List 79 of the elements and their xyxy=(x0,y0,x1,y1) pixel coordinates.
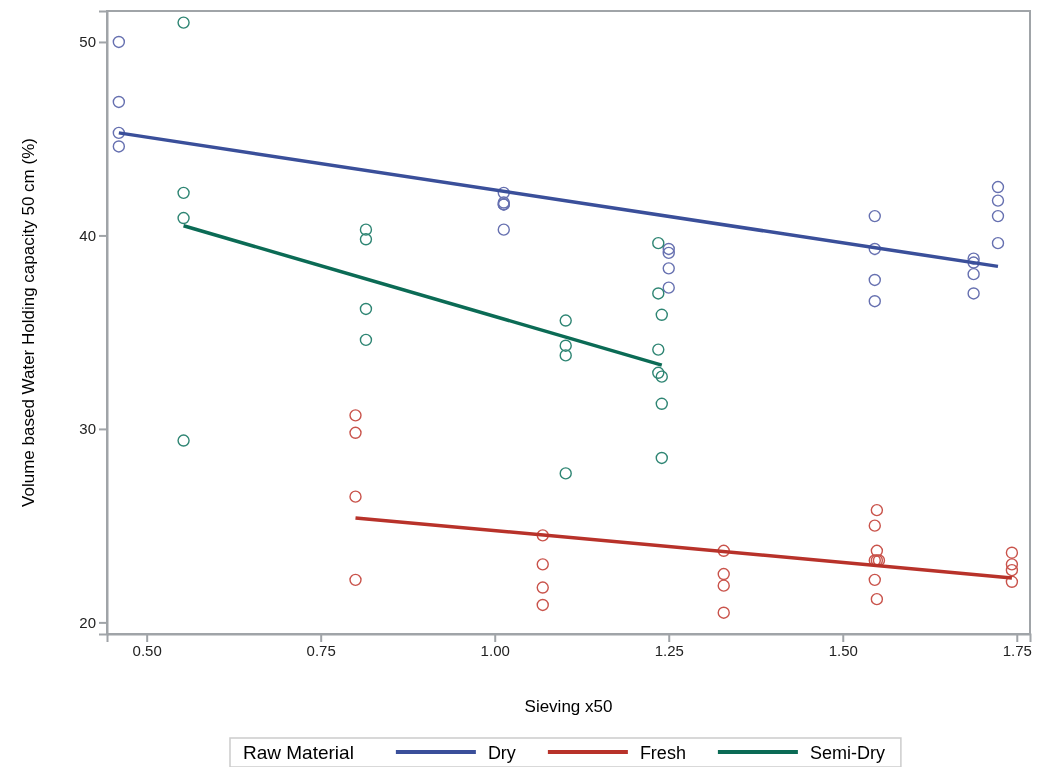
point xyxy=(967,267,980,281)
point xyxy=(177,16,190,29)
x-tick-label: 0.50 xyxy=(132,641,162,659)
point xyxy=(967,252,980,265)
point xyxy=(868,573,881,587)
point xyxy=(991,209,1005,223)
point xyxy=(536,598,549,612)
x-tick-label: 0.75 xyxy=(306,641,336,659)
y-tick-label: 20 xyxy=(79,613,96,631)
point xyxy=(1005,546,1019,559)
point xyxy=(112,140,126,153)
point xyxy=(536,529,549,542)
point xyxy=(868,295,881,308)
point xyxy=(349,426,362,439)
point xyxy=(359,302,373,316)
point xyxy=(655,397,668,410)
point xyxy=(662,281,675,294)
point xyxy=(717,579,730,592)
point xyxy=(112,126,126,140)
legend-label: Dry xyxy=(487,743,516,763)
point xyxy=(177,186,190,200)
point xyxy=(870,592,884,606)
point xyxy=(662,262,675,275)
legend-title: Raw Material xyxy=(243,742,354,763)
point xyxy=(868,519,881,532)
point xyxy=(652,236,665,250)
x-tick-label: 1.75 xyxy=(1002,641,1032,659)
y-tick-label: 50 xyxy=(79,33,96,51)
point xyxy=(967,256,980,269)
point xyxy=(717,606,730,619)
point xyxy=(536,558,549,571)
point xyxy=(868,273,881,287)
point xyxy=(177,211,190,225)
point xyxy=(991,180,1005,194)
point xyxy=(717,567,730,581)
x-tick-label: 1.00 xyxy=(480,641,510,659)
point xyxy=(349,573,362,587)
point xyxy=(349,490,362,503)
y-axis-title: Volume based Water Holding capacity 50 cm (%) xyxy=(19,138,38,507)
y-tick-label: 40 xyxy=(79,226,96,244)
point xyxy=(112,95,126,109)
point xyxy=(559,339,572,352)
point xyxy=(991,236,1005,250)
point xyxy=(497,186,510,200)
point xyxy=(717,544,730,557)
x-axis-title: Sieving x50 xyxy=(524,697,613,716)
legend-label: Fresh xyxy=(639,743,686,763)
x-tick-label: 1.50 xyxy=(828,641,858,659)
point xyxy=(1005,575,1019,588)
point xyxy=(655,370,668,383)
point xyxy=(662,242,675,256)
point xyxy=(655,451,668,465)
point xyxy=(652,343,665,356)
point xyxy=(559,349,572,362)
point xyxy=(991,194,1005,207)
legend-label: Semi-Dry xyxy=(809,743,885,763)
y-tick-label: 30 xyxy=(79,420,96,438)
point xyxy=(1005,563,1019,577)
point xyxy=(536,581,549,594)
x-tick-label: 1.25 xyxy=(654,641,684,659)
point xyxy=(112,35,126,49)
point xyxy=(868,242,881,256)
point xyxy=(967,287,980,300)
point xyxy=(652,287,665,300)
point xyxy=(870,544,884,557)
point xyxy=(870,503,884,517)
point xyxy=(559,467,572,480)
point xyxy=(662,246,675,260)
point xyxy=(359,223,373,236)
point xyxy=(652,366,665,379)
point xyxy=(655,308,668,321)
point xyxy=(559,314,572,327)
point xyxy=(497,223,510,236)
point xyxy=(177,434,190,447)
point xyxy=(349,409,362,422)
point xyxy=(359,233,373,246)
point xyxy=(359,333,373,347)
point xyxy=(1005,558,1019,571)
point xyxy=(868,209,881,223)
